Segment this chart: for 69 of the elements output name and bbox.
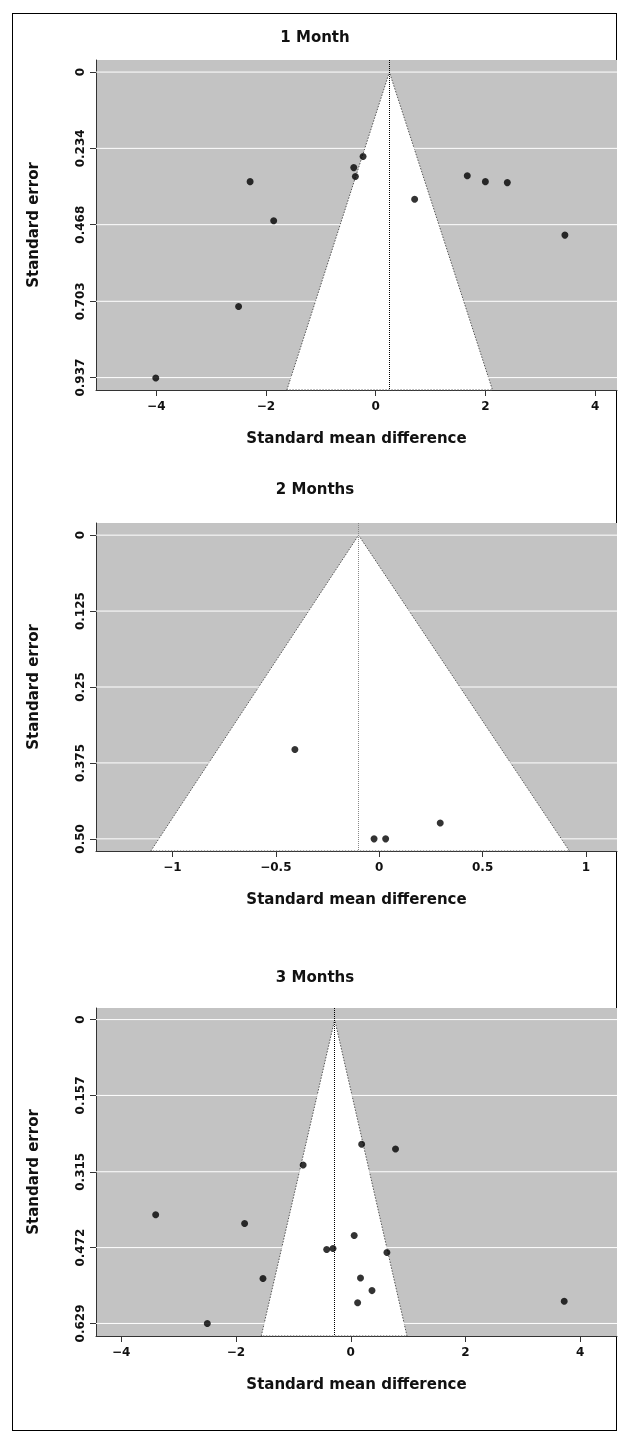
- point: [354, 1299, 362, 1307]
- point: [503, 179, 511, 187]
- point: [152, 374, 160, 382]
- point: [370, 835, 378, 843]
- x-tick-label: −1: [163, 860, 182, 874]
- point: [382, 835, 390, 843]
- point: [270, 217, 278, 225]
- x-tick-label: 1: [581, 860, 591, 874]
- point: [411, 195, 419, 203]
- point: [241, 1219, 249, 1227]
- chart-title: 3 Months: [275, 967, 355, 986]
- x-tick-label: 4: [590, 399, 600, 413]
- x-tick-label: 2: [461, 1345, 470, 1359]
- x-tick-label: 0: [375, 860, 384, 874]
- x-tick-label: 0: [371, 399, 380, 413]
- y-tick-label: 0: [73, 530, 87, 540]
- y-tick-label: 0.157: [73, 1076, 87, 1115]
- point: [235, 303, 243, 311]
- point: [392, 1145, 400, 1153]
- y-tick-label: 0.50: [73, 824, 87, 854]
- y-axis-title: Standard error: [23, 1108, 42, 1235]
- x-tick-label: 2: [481, 399, 490, 413]
- x-tick-label: 0.5: [471, 860, 494, 874]
- point: [291, 746, 299, 754]
- point: [368, 1287, 376, 1295]
- point: [152, 1211, 160, 1219]
- point: [329, 1245, 337, 1253]
- chart-title: 2 Months: [275, 479, 355, 498]
- point: [463, 172, 471, 180]
- x-tick-label: 4: [576, 1345, 585, 1359]
- point: [350, 164, 358, 172]
- point: [350, 1232, 358, 1240]
- y-tick-label: 0.472: [73, 1228, 87, 1267]
- y-tick-label: 0.375: [73, 743, 87, 782]
- y-tick-label: 0.703: [73, 282, 87, 321]
- x-tick-label: −2: [226, 1345, 246, 1359]
- point: [259, 1275, 267, 1283]
- chart-title: 1 Month: [280, 27, 350, 46]
- point: [481, 178, 489, 186]
- x-axis-title: Standard mean difference: [246, 1374, 467, 1393]
- point: [203, 1319, 211, 1327]
- x-axis-title: Standard mean difference: [246, 428, 467, 447]
- x-tick-label: −0.5: [260, 860, 292, 874]
- y-tick-label: 0.468: [73, 205, 87, 244]
- y-axis-title: Standard error: [23, 161, 42, 288]
- point: [560, 1297, 568, 1305]
- y-tick-label: 0.629: [73, 1304, 87, 1343]
- y-tick-label: 0.234: [73, 129, 87, 168]
- y-tick-label: 0: [73, 67, 87, 77]
- point: [246, 178, 254, 186]
- y-tick-label: 0.315: [73, 1152, 87, 1191]
- y-tick-label: 0.937: [73, 358, 87, 397]
- x-tick-label: −2: [256, 399, 276, 413]
- y-tick-label: 0: [73, 1015, 87, 1024]
- y-axis-title: Standard error: [23, 623, 42, 750]
- point: [358, 1140, 366, 1148]
- y-tick-label: 0.25: [73, 672, 87, 702]
- point: [351, 172, 359, 180]
- point: [357, 1274, 365, 1282]
- point: [323, 1246, 331, 1254]
- x-tick-label: 0: [346, 1345, 355, 1359]
- x-tick-label: −4: [112, 1345, 131, 1359]
- y-tick-label: 0.125: [73, 592, 87, 631]
- point: [436, 819, 444, 827]
- x-tick-label: −4: [147, 399, 166, 413]
- point: [359, 153, 367, 161]
- point: [383, 1248, 391, 1256]
- x-axis-title: Standard mean difference: [246, 889, 467, 908]
- point: [561, 231, 569, 239]
